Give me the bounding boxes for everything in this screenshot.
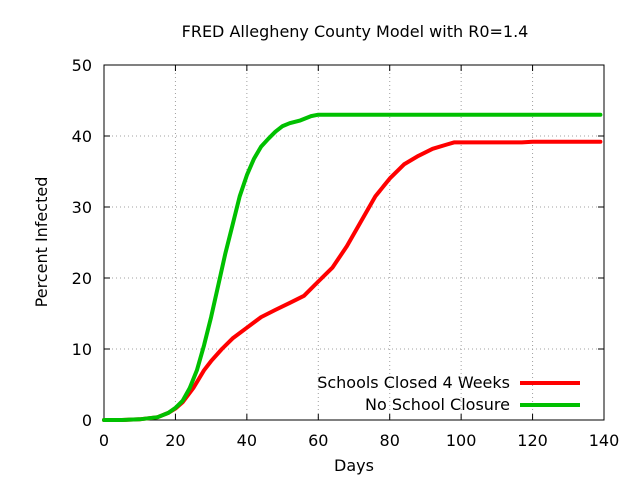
axis-ticks: 0 20 40 60 80 100 120 140 0 10 20 30 40 50 [72,56,620,450]
chart-title: FRED Allegheny County Model with R0=1.4 [182,22,529,41]
x-tick-label: 80 [380,431,400,450]
legend-label: Schools Closed 4 Weeks [317,373,510,392]
series-group [102,112,603,422]
x-tick-label: 20 [165,431,185,450]
x-axis-label: Days [334,456,374,475]
y-tick-label: 50 [72,56,92,75]
series-line-2 [102,112,603,422]
y-tick-label: 0 [82,411,92,430]
y-tick-label: 10 [72,340,92,359]
x-tick-label: 60 [308,431,328,450]
y-tick-label: 40 [72,127,92,146]
y-tick-label: 30 [72,198,92,217]
x-tick-label: 40 [237,431,257,450]
x-tick-label: 100 [446,431,477,450]
legend: Schools Closed 4 Weeks No School Closure [317,373,580,414]
legend-label: No School Closure [365,395,510,414]
y-axis-label: Percent Infected [32,177,51,308]
x-tick-label: 0 [99,431,109,450]
grid [104,65,604,420]
x-tick-label: 140 [589,431,620,450]
x-tick-label: 120 [517,431,548,450]
y-tick-label: 20 [72,269,92,288]
plot-frame [103,64,605,421]
